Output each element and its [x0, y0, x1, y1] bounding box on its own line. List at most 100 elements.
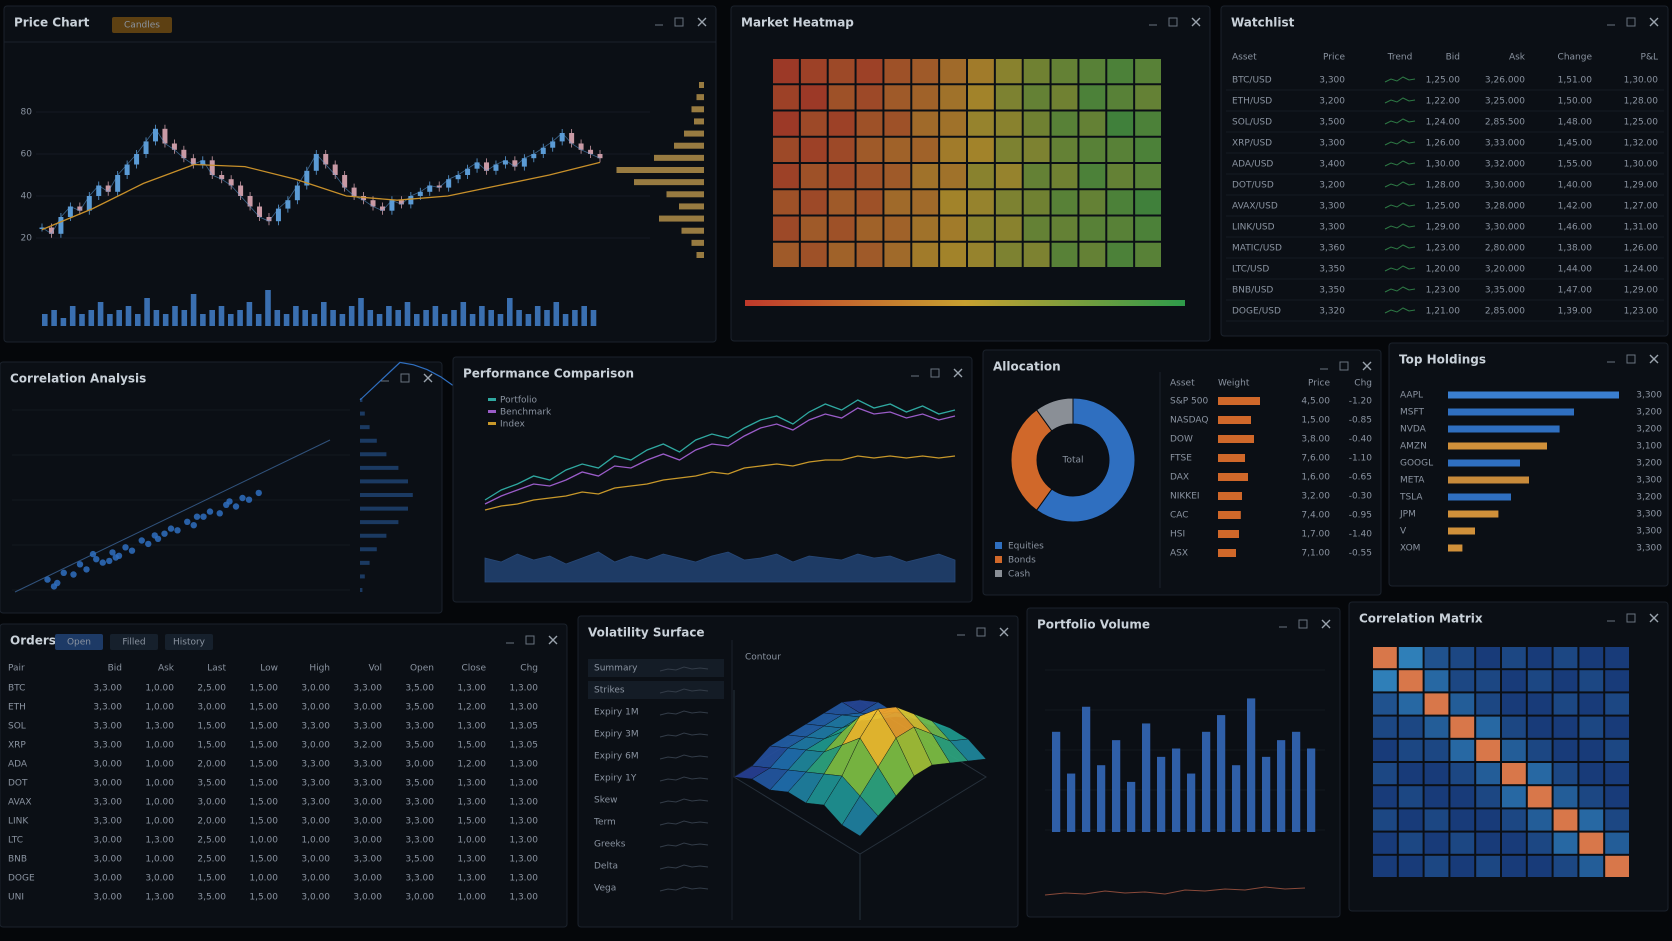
bar	[1172, 748, 1181, 832]
tab-button[interactable]	[165, 634, 213, 650]
matrix-cell	[1476, 739, 1500, 761]
tab-button[interactable]	[112, 17, 172, 33]
matrix-cell	[1373, 716, 1397, 738]
holding-bar	[1448, 476, 1529, 484]
table-cell: 3,0.00	[353, 798, 382, 808]
matrix-cell	[1424, 809, 1449, 831]
maximize-icon[interactable]	[930, 368, 940, 378]
bar	[1202, 731, 1211, 832]
heat-cell	[995, 216, 1022, 241]
close-icon[interactable]	[548, 635, 558, 645]
heat-cell	[995, 137, 1022, 162]
scatter-point	[193, 513, 201, 520]
candle	[474, 162, 480, 169]
scatter-point	[184, 518, 191, 525]
color-scale	[745, 300, 1185, 306]
holding-bar	[1448, 544, 1463, 552]
candle	[531, 154, 537, 159]
matrix-cell	[1373, 670, 1397, 692]
close-icon[interactable]	[1649, 354, 1659, 364]
maximize-icon[interactable]	[525, 635, 535, 645]
maximize-icon[interactable]	[1626, 354, 1636, 364]
volume-bar	[348, 306, 355, 326]
close-icon[interactable]	[1191, 17, 1201, 27]
panel	[0, 361, 443, 614]
maximize-icon[interactable]	[1168, 17, 1178, 27]
heat-cell	[773, 111, 799, 136]
tab-label: Candles	[124, 21, 160, 31]
close-icon[interactable]	[1321, 619, 1331, 629]
table-cell: 1,5.00	[249, 855, 278, 865]
maximize-icon[interactable]	[1339, 361, 1349, 371]
price-cell: 7,4.00	[1301, 511, 1330, 521]
close-icon[interactable]	[999, 627, 1009, 637]
candle	[285, 200, 291, 209]
column-header: Chg	[1354, 379, 1372, 389]
close-icon[interactable]	[423, 373, 433, 383]
maximize-icon[interactable]	[1626, 613, 1636, 623]
table-cell: 3,3.00	[405, 722, 434, 732]
table-cell: AVAX/USD	[1232, 202, 1278, 212]
holding-bar	[1448, 527, 1475, 535]
table-cell: 1,3.00	[509, 893, 538, 903]
table-cell: 1,0.00	[249, 836, 278, 846]
table-cell: 1,0.00	[145, 684, 174, 694]
weight-bar	[1218, 416, 1251, 424]
panel-title: Allocation	[993, 360, 1061, 374]
sparkline	[1384, 76, 1416, 83]
matrix-cell	[1424, 670, 1449, 692]
candle	[521, 158, 527, 167]
volume-bar	[479, 306, 485, 326]
table-cell: 1,3.00	[457, 855, 486, 865]
close-icon[interactable]	[697, 17, 707, 27]
table-cell: 1,3.00	[145, 722, 174, 732]
column-header: P&L	[1641, 53, 1658, 63]
column-header: Bid	[1446, 53, 1460, 63]
maximize-icon[interactable]	[400, 373, 410, 383]
matrix-cell	[1579, 855, 1604, 877]
heat-cell	[940, 59, 966, 84]
maximize-icon[interactable]	[1626, 17, 1636, 27]
maximize-icon[interactable]	[976, 627, 986, 637]
candle	[86, 196, 92, 211]
close-icon[interactable]	[1649, 613, 1659, 623]
maximize-icon[interactable]	[1298, 619, 1308, 629]
table-cell: 1,5.00	[457, 817, 486, 827]
sparkline	[1384, 223, 1416, 230]
table-cell: 2,85.500	[1485, 118, 1525, 128]
volume-bar	[116, 310, 122, 326]
candle	[597, 154, 603, 159]
scatter-point	[255, 489, 262, 497]
volume-profile-bar	[666, 191, 704, 198]
matrix-cell	[1398, 693, 1423, 715]
maximize-icon[interactable]	[674, 17, 684, 27]
matrix-cell	[1579, 716, 1604, 738]
volume-bar	[386, 306, 392, 326]
close-icon[interactable]	[1362, 361, 1372, 371]
volume-profile-bar	[634, 179, 704, 186]
matrix-cell	[1502, 670, 1526, 692]
matrix-cell	[1476, 855, 1500, 877]
sparkline	[1384, 265, 1416, 272]
volume-profile-bar	[684, 130, 704, 137]
table-cell: 1,3.00	[457, 798, 486, 808]
list-item: Term	[593, 818, 616, 828]
panel-title: Price Chart	[14, 16, 90, 30]
price-line	[41, 128, 601, 235]
column-header: Trend	[1387, 53, 1413, 63]
scatter-point	[138, 537, 145, 544]
close-icon[interactable]	[1649, 17, 1659, 27]
volume-profile-bar	[616, 167, 704, 173]
table-cell: 3,5.00	[405, 779, 434, 789]
tab-button[interactable]	[110, 634, 158, 650]
close-icon[interactable]	[953, 368, 963, 378]
candle	[417, 191, 423, 196]
legend-label: Index	[500, 420, 525, 430]
matrix-cell	[1527, 693, 1552, 715]
table-cell: 1,0.00	[301, 836, 330, 846]
heat-cell	[773, 59, 799, 84]
bar	[1277, 740, 1286, 832]
table-cell: 3,0.00	[301, 855, 330, 865]
tab-button[interactable]	[55, 634, 103, 650]
table-cell: 2,80.000	[1485, 244, 1525, 254]
